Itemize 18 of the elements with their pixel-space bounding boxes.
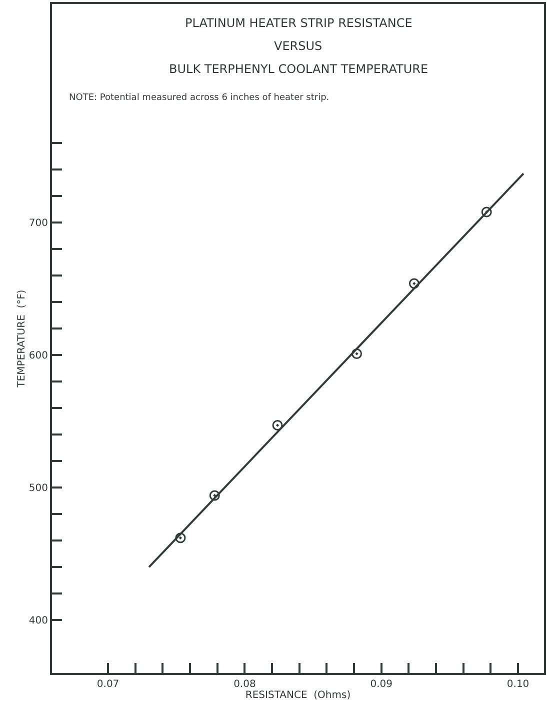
point [272, 420, 283, 431]
point [481, 206, 492, 218]
text: PLATINUM HEATER STRIP RESISTANCE VERSUS BULK TERPHENYL COOLANT TEMPERATURE [169, 16, 428, 76]
y-tick-label: 600 [28, 350, 48, 362]
point [209, 490, 220, 501]
x-tick-label: 0.08 [234, 679, 256, 690]
x-axis-title: RESISTANCE (Ohms) [245, 690, 351, 701]
x-tick-label: 0.10 [506, 679, 530, 690]
y-tick-label: 500 [28, 483, 48, 494]
point [352, 348, 362, 359]
y-tick-label: 400 [28, 616, 48, 627]
x-tick-label: 0.09 [370, 679, 393, 690]
point [408, 278, 420, 289]
annotation: NOTE: Potential measured across 6 inches of heater strip. [69, 93, 330, 103]
x-tick-label: 0.07 [96, 679, 120, 690]
y-tick-label: 700 [28, 218, 48, 230]
y-axis-title: TEMPERATURE (°F) [16, 290, 28, 388]
point [175, 532, 186, 544]
